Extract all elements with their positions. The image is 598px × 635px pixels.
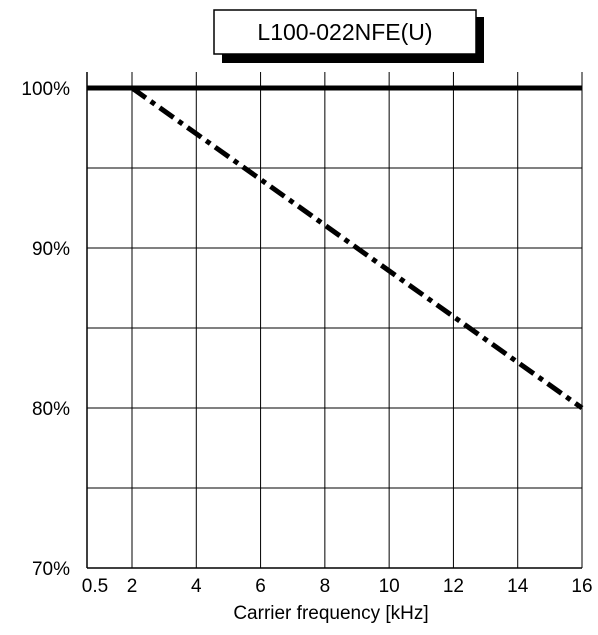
x-tick-label: 14 xyxy=(507,576,529,597)
x-axis-label: Carrier frequency [kHz] xyxy=(233,603,428,624)
x-tick-label: 16 xyxy=(571,576,592,597)
title-frame xyxy=(213,9,477,55)
chart-title: L100-022NFE(U) xyxy=(257,19,432,45)
x-tick-label: 2 xyxy=(127,576,138,597)
y-tick-label: 70% xyxy=(32,559,70,580)
series-layer xyxy=(87,85,584,411)
y-tick-label: 100% xyxy=(21,79,70,100)
x-tick-label: 0.5 xyxy=(82,576,108,597)
chart-title-box: L100-022NFE(U) xyxy=(213,9,484,63)
x-tick-label: 4 xyxy=(191,576,202,597)
axis-layer xyxy=(86,72,582,569)
x-tick-label: 10 xyxy=(379,576,400,597)
y-tick-label: 90% xyxy=(32,239,70,260)
x-tick-label: 6 xyxy=(255,576,266,597)
x-tick-label: 12 xyxy=(443,576,464,597)
derating-dashdot-line xyxy=(130,85,584,411)
x-tick-label: 8 xyxy=(320,576,331,597)
y-tick-label: 80% xyxy=(32,399,70,420)
grid-layer xyxy=(87,72,583,568)
tick-label-layer: 0.5 2 4 6 8 10 12 14 16 70% 80% 90% 100% xyxy=(21,79,592,597)
